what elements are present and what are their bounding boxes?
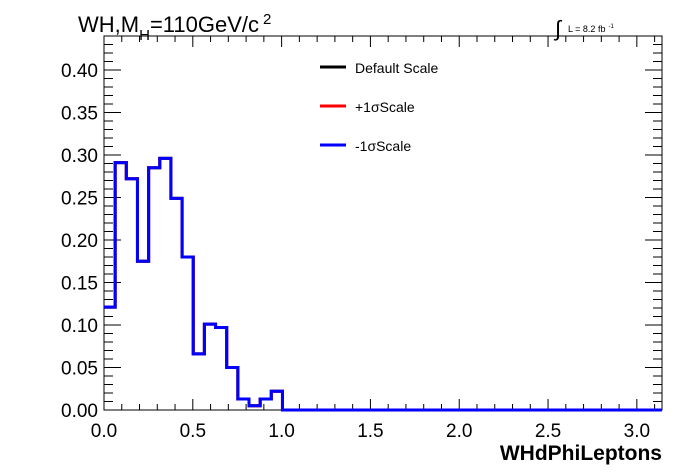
- x-tick-label: 0.5: [180, 421, 206, 442]
- x-tick-label: 0.0: [91, 421, 117, 442]
- lumi-text: L = 8.2 fb: [568, 24, 605, 34]
- integral-symbol: ∫: [553, 16, 563, 41]
- y-tick-label: 0.30: [61, 146, 98, 167]
- title-superscript: 2: [263, 11, 271, 28]
- series-line-0: [104, 156, 662, 412]
- legend-label: Default Scale: [355, 60, 438, 76]
- x-tick-label: 2.5: [535, 421, 561, 442]
- y-tick-label: 0.20: [61, 231, 98, 252]
- lumi-label: ∫ L = 8.2 fb -1: [553, 16, 614, 41]
- legend-label: -1σScale: [355, 138, 411, 154]
- x-tick-label: 3.0: [624, 421, 650, 442]
- legend-label: +1σScale: [355, 99, 415, 115]
- series-layer: [104, 156, 662, 412]
- title-main: WH,M: [78, 12, 139, 37]
- svg-text:L = 8.2 fb-1: L = 8.2 fb -1: [568, 24, 614, 34]
- legend: Default Scale +1σScale -1σScale: [320, 60, 438, 154]
- title-rest: =110GeV/c: [150, 12, 259, 37]
- plot-frame: [103, 35, 663, 411]
- x-tick-label: 1.5: [357, 421, 383, 442]
- y-tick-label: 0.05: [61, 359, 98, 380]
- x-tick-label: 1.0: [268, 421, 294, 442]
- y-tick-label: 0.00: [61, 401, 98, 422]
- series-line-2: [104, 156, 662, 412]
- y-tick-label: 0.15: [61, 274, 98, 295]
- series-line-1: [104, 156, 662, 412]
- lumi-superscript: -1: [608, 24, 614, 30]
- x-axis-label: WHdPhiLeptons: [500, 442, 662, 465]
- y-tick-label: 0.25: [61, 189, 98, 210]
- axes: 0.0 0.5 1.0 1.5 2.0 2.5 3.0 0.00 0.05 0.10 0.15 0.2…: [61, 35, 662, 442]
- y-tick-label: 0.10: [61, 316, 98, 337]
- y-tick-label: 0.40: [61, 61, 98, 82]
- x-tick-label: 2.0: [446, 421, 472, 442]
- y-tick-label: 0.35: [61, 104, 98, 125]
